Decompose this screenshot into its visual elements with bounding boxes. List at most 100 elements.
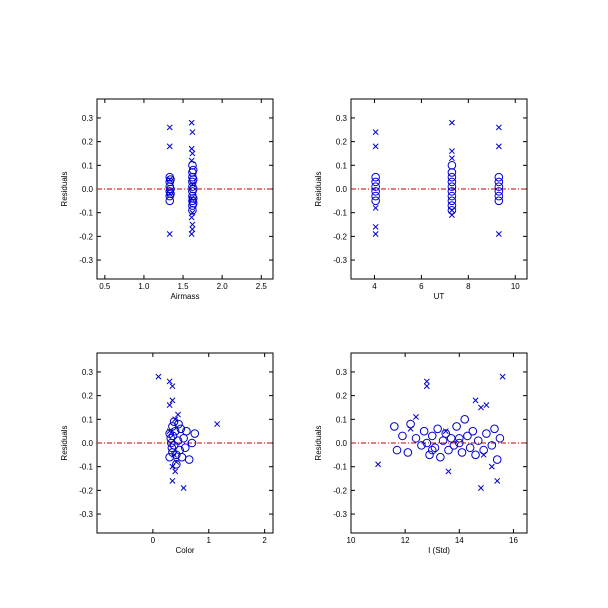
- cross-marker: [423, 378, 430, 385]
- circle-marker: [468, 426, 478, 436]
- circle-marker: [371, 182, 380, 191]
- cross-marker: [445, 468, 452, 475]
- circle-marker: [455, 433, 464, 443]
- cross-marker: [155, 373, 162, 380]
- y-tick-label: 0.1: [336, 415, 348, 424]
- cross-marker: [189, 129, 196, 136]
- y-tick-label: 0.3: [82, 114, 94, 123]
- circle-marker: [494, 191, 504, 201]
- cross-marker: [375, 461, 382, 468]
- circle-marker: [465, 443, 475, 453]
- cross-marker: [448, 155, 455, 162]
- cross-marker: [495, 143, 502, 150]
- circle-marker: [390, 422, 399, 431]
- cross-marker: [478, 485, 484, 491]
- cross-marker: [180, 485, 187, 491]
- circle-marker: [371, 196, 380, 206]
- cross-marker: [166, 176, 173, 183]
- circle-marker: [425, 450, 434, 460]
- cross-marker: [478, 404, 484, 411]
- cross-marker: [407, 425, 414, 432]
- y-tick-label: 0.3: [336, 368, 348, 377]
- y-tick-label: 0.3: [82, 368, 94, 377]
- cross-marker: [372, 223, 379, 230]
- circle-marker: [494, 187, 504, 196]
- y-tick-label: -0.2: [333, 486, 347, 495]
- cross-marker: [448, 212, 455, 219]
- circle-marker: [441, 429, 451, 438]
- circle-marker: [179, 433, 188, 443]
- cross-marker: [166, 124, 173, 131]
- cross-marker: [448, 148, 455, 155]
- cross-marker: [188, 145, 195, 152]
- y-tick-label: -0.3: [333, 256, 347, 265]
- cross-marker: [166, 378, 173, 385]
- cross-marker: [188, 231, 195, 237]
- scatter-panel-2: -0.3 -0.2 -0.1 0.0 0.1 0.2 0.3 4 6 8 10 UT Residuals: [314, 98, 528, 301]
- cross-marker: [169, 477, 176, 484]
- cross-marker: [494, 477, 501, 484]
- y-tick-label: -0.3: [79, 510, 93, 519]
- cross-marker: [483, 402, 490, 409]
- y-axis-label: Residuals: [60, 171, 69, 206]
- y-tick-label: -0.3: [333, 510, 347, 519]
- x-tick-label: 2: [262, 536, 267, 545]
- y-tick-label: 0.0: [336, 439, 348, 448]
- circle-marker: [188, 194, 198, 203]
- circle-marker: [452, 422, 461, 431]
- circle-marker: [187, 438, 197, 448]
- circle-marker: [174, 419, 183, 429]
- x-tick-label: 10: [347, 536, 356, 545]
- y-tick-label: 0.0: [336, 185, 348, 194]
- circle-marker: [427, 431, 437, 441]
- y-tick-label: 0.2: [82, 138, 94, 147]
- cross-marker: [189, 150, 196, 157]
- circle-marker: [190, 429, 200, 438]
- x-tick-label: 0: [151, 536, 156, 545]
- circle-marker: [173, 436, 183, 445]
- cross-marker: [372, 143, 379, 150]
- circle-marker: [371, 172, 380, 182]
- y-tick-label: -0.2: [333, 232, 347, 241]
- cross-marker: [173, 458, 180, 465]
- circle-marker: [447, 196, 457, 206]
- cross-marker: [166, 231, 173, 237]
- circle-marker: [494, 172, 504, 182]
- cross-marker: [214, 421, 221, 428]
- x-axis-label: I (Std): [428, 546, 450, 555]
- circle-marker: [403, 448, 413, 457]
- cross-marker: [166, 190, 173, 197]
- y-tick-label: 0.2: [82, 392, 94, 401]
- x-tick-label: 8: [466, 282, 471, 291]
- circle-marker: [184, 455, 194, 464]
- circle-marker: [490, 424, 499, 434]
- cross-marker: [495, 124, 502, 131]
- circle-marker: [487, 441, 497, 450]
- x-axis-label: Airmass: [171, 292, 200, 301]
- circle-marker: [188, 165, 198, 175]
- y-tick-label: -0.3: [79, 256, 93, 265]
- circle-marker: [168, 431, 178, 441]
- y-axis-label: Residuals: [60, 425, 69, 460]
- y-tick-label: 0.1: [82, 415, 94, 424]
- cross-marker: [499, 373, 506, 380]
- circle-marker: [371, 187, 380, 196]
- x-tick-label: 1.5: [177, 282, 189, 291]
- cross-marker: [480, 451, 487, 458]
- circle-marker: [460, 415, 470, 424]
- x-tick-label: 14: [455, 536, 464, 545]
- circle-marker: [447, 182, 457, 191]
- circle-marker: [398, 431, 407, 441]
- circle-marker: [447, 201, 457, 210]
- circle-marker: [172, 460, 181, 469]
- x-tick-label: 4: [372, 282, 377, 291]
- y-tick-label: -0.2: [79, 232, 93, 241]
- cross-marker: [372, 129, 379, 136]
- circle-marker: [165, 452, 174, 462]
- cross-marker: [188, 214, 195, 221]
- circle-marker: [411, 433, 421, 443]
- y-tick-label: 0.1: [336, 161, 348, 170]
- y-tick-label: -0.1: [79, 463, 93, 472]
